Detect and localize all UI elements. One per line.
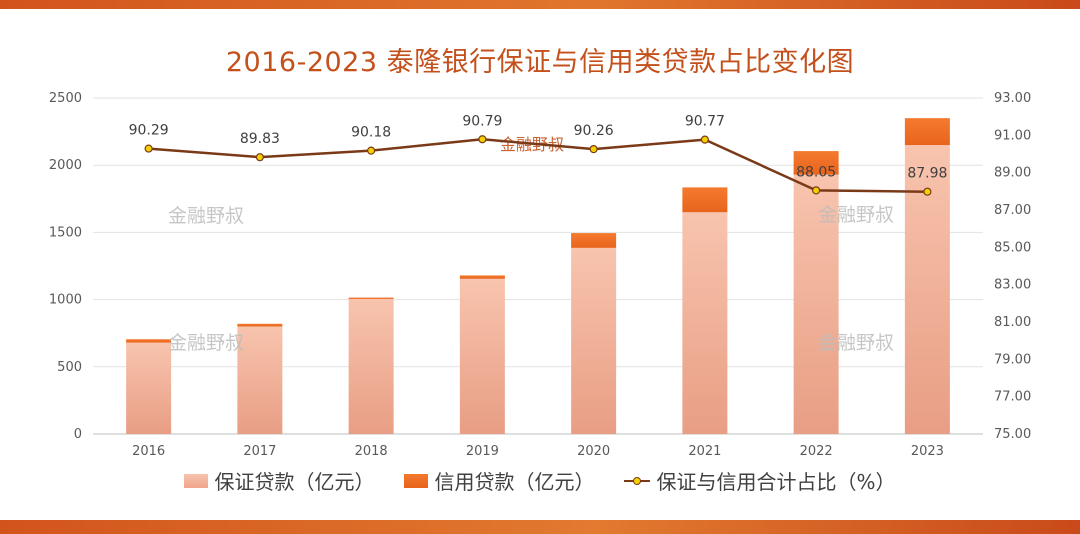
bar-guarantee	[571, 247, 617, 434]
ratio-marker	[812, 186, 821, 195]
bar-guarantee	[682, 212, 728, 434]
legend-swatch-ratio-line	[624, 474, 651, 488]
ratio-marker	[589, 145, 598, 154]
bar-guarantee	[459, 278, 505, 434]
bar-guarantee	[348, 298, 394, 434]
right-axis-tick-label: 79.00	[994, 352, 1031, 367]
legend-swatch-credit	[404, 473, 429, 488]
bar-guarantee	[237, 326, 283, 434]
left-axis-tick-label: 1000	[49, 293, 82, 308]
bar-credit	[348, 297, 394, 299]
left-axis-tick-label: 2500	[49, 91, 82, 106]
ratio-marker	[144, 144, 153, 153]
ratio-marker	[255, 153, 264, 162]
right-y-axis: 75.00 77.00 79.00 81.00 83.00 85.00 87.00 89.00…	[994, 91, 1031, 442]
bar-guarantee	[793, 174, 839, 434]
x-axis-tick-label: 2016	[132, 444, 165, 459]
ratio-marker	[478, 135, 487, 144]
bar-credit	[793, 151, 839, 175]
right-axis-tick-label: 85.00	[994, 240, 1031, 255]
bottom-decorative-band	[0, 520, 1080, 534]
right-axis-tick-label: 87.00	[994, 203, 1031, 218]
ratio-marker	[923, 187, 932, 196]
right-axis-tick-label: 91.00	[994, 128, 1031, 143]
bar-credit	[126, 339, 172, 343]
bar-series	[126, 118, 950, 435]
ratio-data-label: 88.05	[796, 164, 836, 180]
ratio-data-label: 90.79	[462, 113, 502, 129]
x-axis: 2016 2017 2018 2019 2020 2021 2022 2023	[132, 444, 944, 459]
top-decorative-band	[0, 0, 1080, 9]
watermark-text: 金融野叔	[168, 205, 244, 227]
x-axis-tick-label: 2018	[355, 444, 388, 459]
x-axis-tick-label: 2023	[911, 444, 944, 459]
legend-item-credit: 信用贷款（亿元）	[404, 466, 594, 495]
bar-guarantee	[126, 342, 172, 434]
left-axis-tick-label: 500	[57, 360, 82, 375]
left-y-axis: 0 500 1000 1500 2000 2500	[49, 91, 82, 442]
right-axis-tick-label: 83.00	[994, 278, 1031, 293]
right-axis-tick-label: 75.00	[994, 427, 1031, 442]
bar-credit	[237, 323, 283, 327]
bar-credit	[571, 233, 617, 248]
ratio-marker	[700, 135, 709, 144]
watermark-text: 金融野叔	[818, 332, 894, 354]
left-axis-tick-label: 1500	[49, 225, 82, 240]
ratio-marker	[367, 146, 376, 155]
right-axis-tick-label: 93.00	[994, 91, 1031, 106]
right-axis-tick-label: 89.00	[994, 166, 1031, 181]
chart-title: 2016-2023 泰隆银行保证与信用类贷款占比变化图	[225, 47, 855, 78]
ratio-data-label: 90.26	[574, 123, 614, 139]
legend: 保证贷款（亿元） 信用贷款（亿元） 保证与信用合计占比（%）	[0, 466, 1080, 495]
legend-item-ratio: 保证与信用合计占比（%）	[624, 466, 896, 495]
x-axis-tick-label: 2017	[243, 444, 276, 459]
ratio-line	[148, 138, 928, 193]
legend-item-guarantee: 保证贷款（亿元）	[184, 466, 374, 495]
legend-label-guarantee: 保证贷款（亿元）	[214, 470, 375, 494]
ratio-line-series: 90.29 89.83 90.18 90.79 90.26 90.77 88.05 87.98	[129, 113, 947, 196]
x-axis-tick-label: 2019	[466, 444, 499, 459]
x-axis-tick-label: 2021	[688, 444, 721, 459]
ratio-data-label: 90.29	[129, 123, 169, 139]
legend-label-credit: 信用贷款（亿元）	[434, 470, 595, 494]
left-axis-tick-label: 0	[74, 427, 82, 442]
ratio-data-label: 90.77	[685, 114, 725, 130]
x-axis-tick-label: 2020	[577, 444, 610, 459]
right-axis-tick-label: 81.00	[994, 315, 1031, 330]
bar-credit	[459, 275, 505, 279]
ratio-data-label: 89.83	[240, 131, 280, 147]
watermark-text: 金融野叔	[818, 204, 894, 226]
ratio-data-label: 90.18	[351, 125, 391, 141]
bar-credit	[904, 118, 950, 146]
watermark-text: 金融野叔	[168, 332, 244, 354]
legend-swatch-guarantee	[184, 473, 209, 488]
ratio-data-label: 87.98	[907, 166, 947, 182]
legend-label-ratio: 保证与信用合计占比（%）	[656, 470, 896, 494]
left-axis-tick-label: 2000	[49, 158, 82, 173]
right-axis-tick-label: 77.00	[994, 390, 1031, 405]
bar-credit	[682, 187, 728, 213]
x-axis-tick-label: 2022	[800, 444, 833, 459]
